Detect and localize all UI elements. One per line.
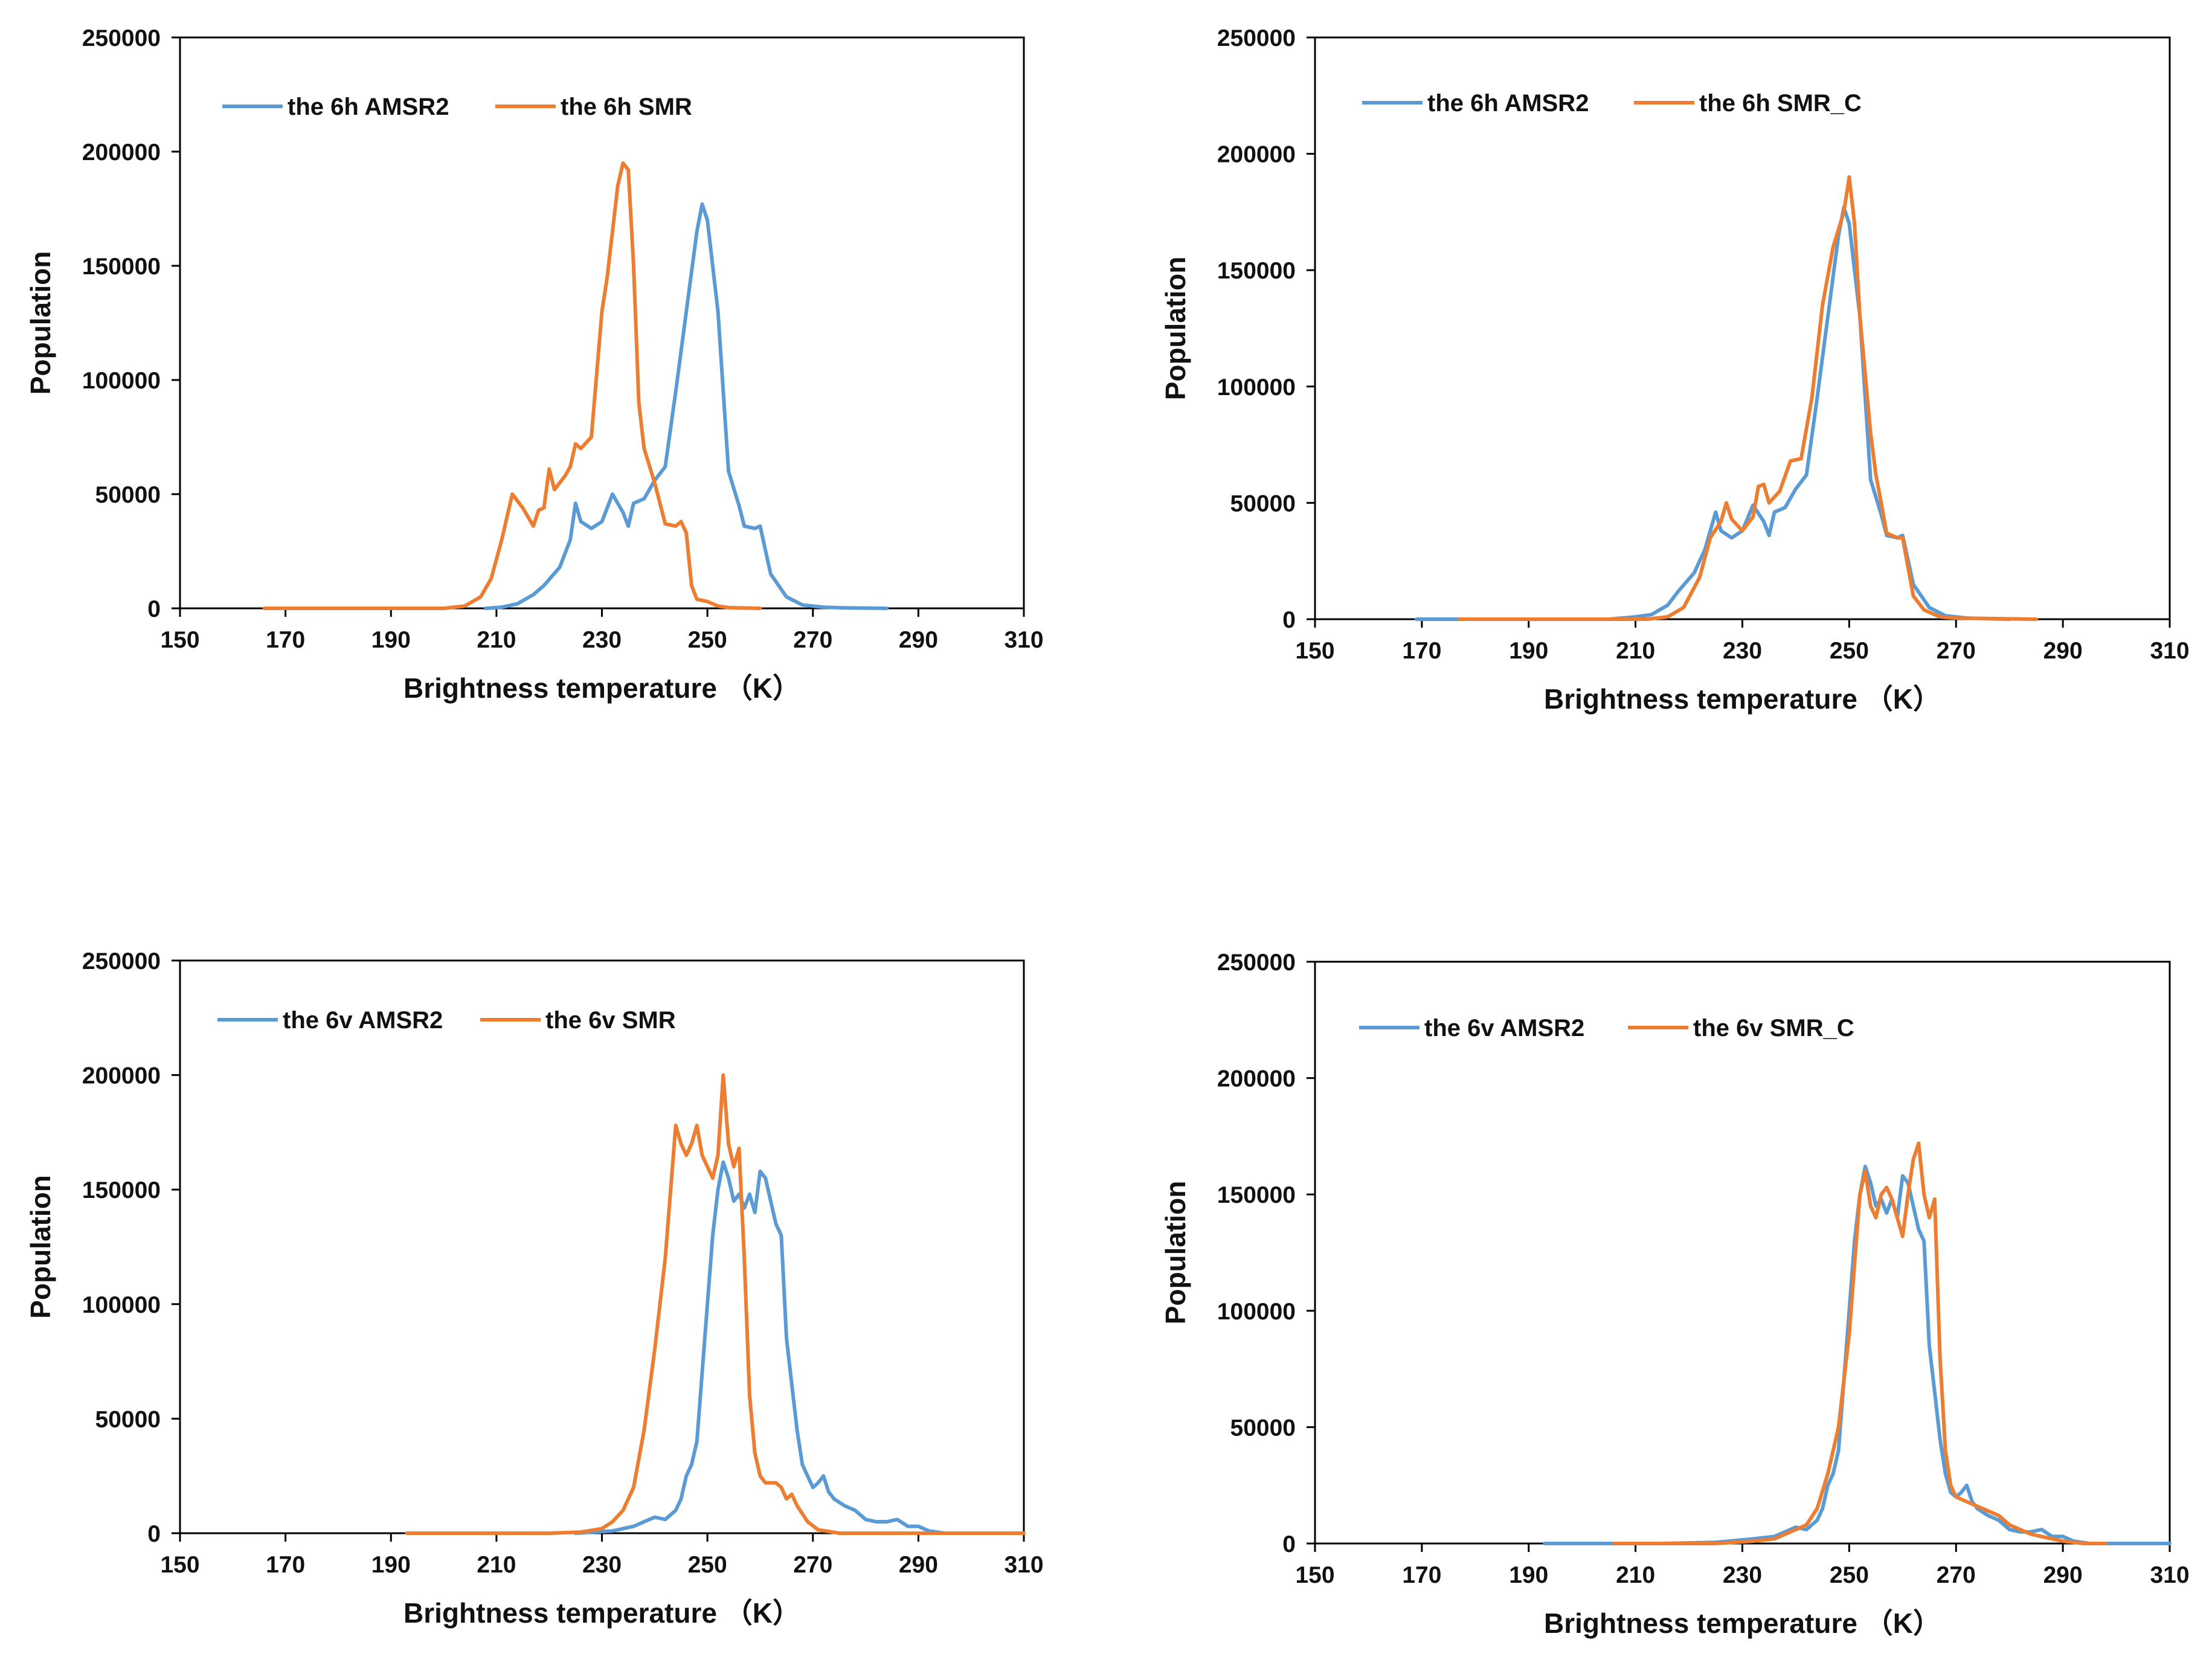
x-tick-label: 230 xyxy=(582,1552,622,1578)
y-tick-label: 150000 xyxy=(1217,258,1296,284)
x-tick-label: 170 xyxy=(1402,1562,1441,1588)
x-tick-label: 310 xyxy=(2150,1562,2189,1588)
x-tick-label: 310 xyxy=(1004,627,1043,653)
y-tick-label: 100000 xyxy=(82,368,161,394)
x-tick-label: 170 xyxy=(1402,638,1441,664)
x-tick-label: 270 xyxy=(793,627,832,653)
y-tick-label: 200000 xyxy=(82,140,161,166)
x-tick-label: 150 xyxy=(160,1552,199,1578)
y-tick-label: 0 xyxy=(147,596,161,622)
legend-label: the 6h SMR xyxy=(561,94,692,120)
y-tick-label: 150000 xyxy=(82,1177,161,1203)
y-tick-label: 50000 xyxy=(1230,491,1296,517)
x-tick-label: 250 xyxy=(1830,1562,1869,1588)
x-tick-label: 270 xyxy=(1937,1562,1976,1588)
y-tick-label: 50000 xyxy=(1230,1415,1296,1441)
plot-frame xyxy=(179,959,1025,1534)
series-line-2 xyxy=(405,1073,1026,1535)
y-tick-label: 150000 xyxy=(1217,1182,1296,1208)
chart-panel-1: 0 50000 100000 150000 200000 250000 150 170 190 2… xyxy=(25,25,1044,704)
x-tick-label: 250 xyxy=(1830,638,1869,664)
y-tick-label: 250000 xyxy=(1217,25,1296,51)
y-tick-label: 100000 xyxy=(1217,1299,1296,1325)
x-tick-label: 210 xyxy=(477,1552,516,1578)
x-tick-label: 310 xyxy=(1004,1552,1043,1578)
series-line-2 xyxy=(1457,175,2038,621)
series-line-1 xyxy=(573,1160,1026,1535)
y-tick-label: 100000 xyxy=(1217,375,1296,401)
x-tick-label: 210 xyxy=(1616,1562,1655,1588)
x-tick-label: 150 xyxy=(1295,638,1334,664)
series-line-1 xyxy=(1415,205,2011,621)
y-tick-label: 250000 xyxy=(82,25,161,51)
x-tick-label: 230 xyxy=(1723,638,1762,664)
series-line-1 xyxy=(484,202,889,610)
x-tick-label: 190 xyxy=(371,1552,411,1578)
x-tick-label: 290 xyxy=(899,1552,938,1578)
y-tick-label: 0 xyxy=(1282,1531,1296,1557)
series-line-2 xyxy=(262,161,762,610)
y-axis-title: Population xyxy=(1160,257,1191,401)
x-tick-label: 290 xyxy=(899,627,938,653)
plot-frame xyxy=(1314,961,2171,1545)
legend-label: the 6v AMSR2 xyxy=(1424,1015,1584,1041)
x-axis-title: Brightness temperature （K） xyxy=(1544,1608,1941,1639)
legend-label: the 6v SMR xyxy=(545,1007,676,1034)
chart-panel-3: 0 50000 100000 150000 200000 250000 150 170 190 2… xyxy=(25,948,1044,1629)
x-axis-title: Brightness temperature （K） xyxy=(403,1597,800,1629)
x-axis-title: Brightness temperature （K） xyxy=(1544,683,1941,715)
x-tick-label: 210 xyxy=(477,627,516,653)
x-tick-label: 270 xyxy=(1937,638,1976,664)
y-tick-label: 200000 xyxy=(1217,142,1296,168)
x-tick-label: 150 xyxy=(1295,1562,1334,1588)
x-tick-label: 230 xyxy=(1723,1562,1762,1588)
y-tick-label: 100000 xyxy=(82,1292,161,1318)
x-tick-label: 210 xyxy=(1616,638,1655,664)
y-tick-label: 50000 xyxy=(95,1406,161,1432)
x-tick-label: 270 xyxy=(793,1552,832,1578)
x-tick-label: 190 xyxy=(1509,638,1548,664)
y-tick-label: 0 xyxy=(1282,607,1296,633)
legend-label: the 6v AMSR2 xyxy=(283,1007,443,1034)
legend-label: the 6h AMSR2 xyxy=(288,94,449,120)
legend-label: the 6v SMR_C xyxy=(1693,1015,1854,1041)
x-tick-label: 190 xyxy=(1509,1562,1548,1588)
x-tick-label: 170 xyxy=(266,627,305,653)
x-tick-label: 250 xyxy=(688,1552,727,1578)
x-tick-label: 170 xyxy=(266,1552,305,1578)
y-tick-label: 50000 xyxy=(95,482,161,508)
chart-panel-2: 0 50000 100000 150000 200000 250000 150 170 190 2… xyxy=(1160,25,2190,715)
x-tick-label: 230 xyxy=(582,627,622,653)
y-tick-label: 200000 xyxy=(82,1063,161,1089)
x-tick-label: 310 xyxy=(2150,638,2189,664)
y-axis-title: Population xyxy=(1160,1181,1191,1325)
y-axis-title: Population xyxy=(25,1175,56,1319)
x-tick-label: 250 xyxy=(688,627,727,653)
series-line-2 xyxy=(1612,1141,2108,1545)
x-tick-label: 290 xyxy=(2043,638,2083,664)
series-line-1 xyxy=(1543,1165,2172,1545)
chart-panel-4: 0 50000 100000 150000 200000 250000 150 170 190 2… xyxy=(1160,950,2190,1639)
y-tick-label: 200000 xyxy=(1217,1066,1296,1092)
x-tick-label: 290 xyxy=(2043,1562,2083,1588)
x-axis-title: Brightness temperature （K） xyxy=(403,672,800,704)
y-tick-label: 250000 xyxy=(82,948,161,974)
x-tick-label: 150 xyxy=(160,627,199,653)
x-tick-label: 190 xyxy=(371,627,411,653)
y-axis-title: Population xyxy=(25,251,56,395)
y-tick-label: 250000 xyxy=(1217,950,1296,976)
legend-label: the 6h SMR_C xyxy=(1699,90,1862,117)
y-tick-label: 150000 xyxy=(82,254,161,280)
y-tick-label: 0 xyxy=(147,1521,161,1547)
legend-label: the 6h AMSR2 xyxy=(1427,90,1589,117)
